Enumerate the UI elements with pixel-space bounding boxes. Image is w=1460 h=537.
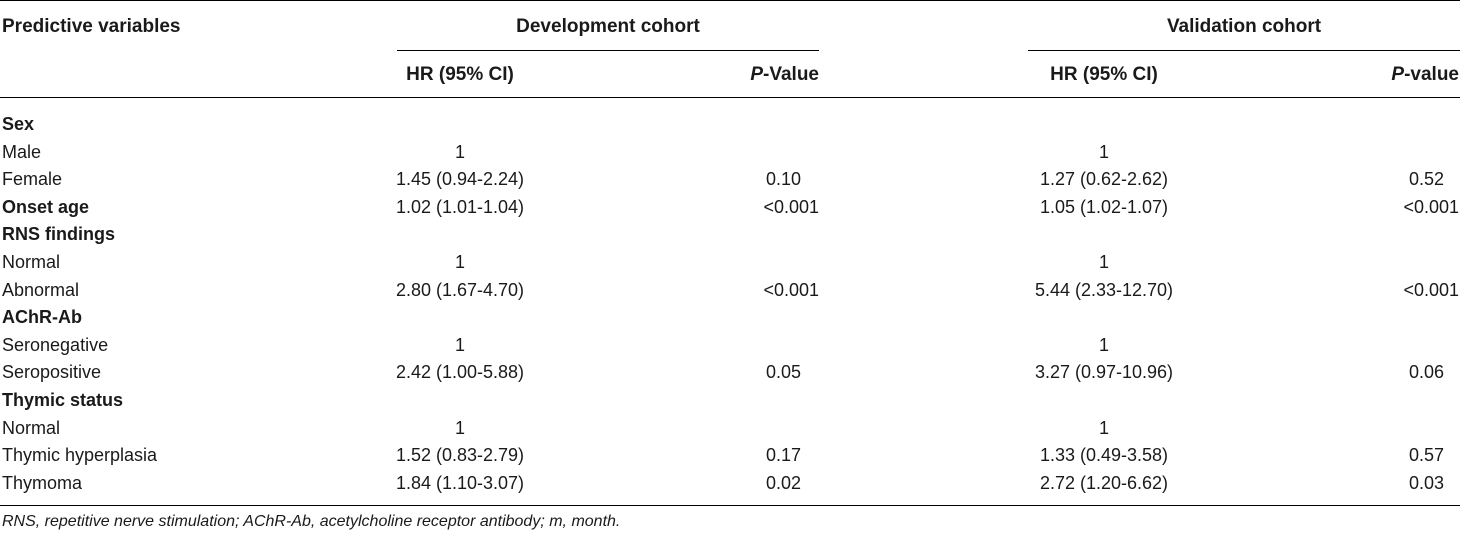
validation-cohort-rule <box>1028 50 1460 51</box>
hr-development-cell: 1 <box>454 334 466 355</box>
development-cohort-rule <box>397 50 819 51</box>
row-label: Thymic status <box>2 390 124 410</box>
table-row: Onset age 1.02 (1.01-1.04) <0.001 1.05 (1.0… <box>0 194 1460 222</box>
hr-validation-cell: 1 <box>1098 417 1110 438</box>
header-validation-cohort: Validation cohort <box>1166 16 1322 37</box>
hr-validation-cell: 2.72 (1.20-6.62) <box>1039 472 1169 493</box>
row-label: Seronegative <box>2 334 109 355</box>
table-footnote: RNS, repetitive nerve stimulation; AChR-… <box>2 513 621 530</box>
header-p-value-development: P-Value <box>750 64 819 85</box>
row-label: Onset age <box>2 196 90 217</box>
header-p-value-validation: P-value <box>1391 64 1459 85</box>
p-development-cell: <0.001 <box>763 196 819 217</box>
table-row: AChR-Ab <box>0 304 1460 332</box>
hr-validation-cell: 1.05 (1.02-1.07) <box>1039 196 1169 217</box>
table-row: Normal 1 1 <box>0 415 1460 443</box>
p-validation-cell: 0.06 <box>1408 362 1444 383</box>
hr-validation-cell: 1 <box>1098 141 1110 162</box>
p-validation-cell: <0.001 <box>1403 196 1459 217</box>
row-label: RNS findings <box>2 224 115 245</box>
table-row: Sex <box>0 111 1460 139</box>
row-label: Normal <box>2 252 61 272</box>
hr-development-cell: 1 <box>454 417 466 438</box>
hr-validation-cell: 1.33 (0.49-3.58) <box>1039 445 1169 466</box>
header-predictive-variables: Predictive variables <box>2 16 181 37</box>
row-label: Sex <box>2 114 35 134</box>
table-row: Thymic status <box>0 387 1460 415</box>
table-row: Thymic hyperplasia 1.52 (0.83-2.79) 0.17 1.… <box>0 442 1460 470</box>
row-label: Abnormal <box>2 279 80 300</box>
hr-development-cell: 1.84 (1.10-3.07) <box>395 472 525 493</box>
hr-development-cell: 2.42 (1.00-5.88) <box>395 362 525 383</box>
hr-validation-cell: 5.44 (2.33-12.70) <box>1034 279 1174 300</box>
p-development-cell: 0.02 <box>765 472 801 493</box>
p-development-cell: 0.10 <box>765 169 801 190</box>
table-row: Normal 1 1 <box>0 249 1460 277</box>
header-development-cohort: Development cohort <box>516 16 700 37</box>
hr-development-cell: 2.80 (1.67-4.70) <box>395 279 525 300</box>
hr-development-cell: 1 <box>454 141 466 162</box>
p-development-cell: 0.05 <box>765 362 801 383</box>
table-row: Seronegative 1 1 <box>0 332 1460 360</box>
table-top-rule <box>0 0 1460 1</box>
hr-validation-cell: 1 <box>1098 252 1110 272</box>
hr-development-cell: 1.02 (1.01-1.04) <box>395 196 525 217</box>
table-row: Seropositive 2.42 (1.00-5.88) 0.05 3.27 (0.… <box>0 359 1460 387</box>
row-label: Thymoma <box>2 472 83 493</box>
p-development-cell: <0.001 <box>763 279 819 300</box>
hr-validation-cell: 3.27 (0.97-10.96) <box>1034 362 1174 383</box>
table-row: RNS findings <box>0 221 1460 249</box>
table-bottom-rule <box>0 505 1460 506</box>
p-validation-cell: 0.03 <box>1408 472 1444 493</box>
row-label: Normal <box>2 417 61 438</box>
p-development-cell: 0.17 <box>765 445 801 466</box>
table-row: Abnormal 2.80 (1.67-4.70) <0.001 5.44 (2.33… <box>0 277 1460 305</box>
row-label: Seropositive <box>2 362 102 383</box>
row-label: AChR-Ab <box>2 307 82 328</box>
header-hr-development: HR (95% CI) <box>406 64 514 85</box>
table-row: Female 1.45 (0.94-2.24) 0.10 1.27 (0.62-2.6… <box>0 166 1460 194</box>
row-label: Female <box>2 169 63 190</box>
header-bottom-rule <box>0 97 1460 98</box>
hr-validation-cell: 1 <box>1098 334 1110 355</box>
table-row: Male 1 1 <box>0 139 1460 167</box>
p-validation-cell: 0.57 <box>1408 445 1444 466</box>
p-validation-cell: <0.001 <box>1403 279 1459 300</box>
hr-development-cell: 1 <box>454 252 466 272</box>
header-hr-validation: HR (95% CI) <box>1050 64 1158 85</box>
row-label: Male <box>2 141 42 162</box>
table-row: Thymoma 1.84 (1.10-3.07) 0.02 2.72 (1.20-6.… <box>0 470 1460 498</box>
hr-validation-cell: 1.27 (0.62-2.62) <box>1039 169 1169 190</box>
hr-development-cell: 1.52 (0.83-2.79) <box>395 445 525 466</box>
hr-development-cell: 1.45 (0.94-2.24) <box>395 169 525 190</box>
row-label: Thymic hyperplasia <box>2 445 158 466</box>
p-validation-cell: 0.52 <box>1408 169 1444 190</box>
